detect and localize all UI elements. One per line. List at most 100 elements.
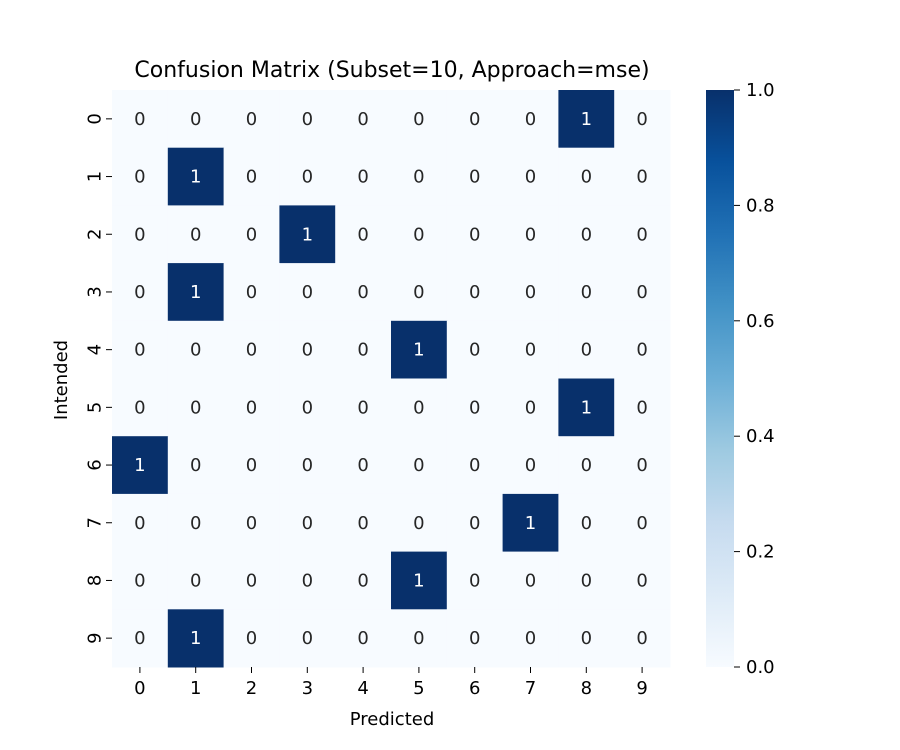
heatmap-cell [167,378,225,437]
cell-value-label: 0 [246,167,257,188]
heatmap-cell [112,551,169,610]
heatmap-cell [112,90,169,149]
heatmap-cell [391,436,448,495]
y-tick-label: 9 [84,632,105,643]
heatmap-cell [223,263,280,322]
x-tick-label: 1 [190,678,201,699]
heatmap-cell [502,320,559,379]
cell-value-label: 0 [469,397,480,418]
cell-value-label: 0 [302,340,313,361]
heatmap-cell [446,493,504,553]
cell-value-label: 0 [636,455,647,476]
x-tick-label: 7 [525,678,536,699]
cell-value-label: 0 [302,628,313,649]
cell-value-label: 0 [525,109,536,130]
y-tick-label: 7 [84,517,105,528]
cell-value-label: 0 [302,167,313,188]
heatmap-cell [446,551,504,610]
heatmap-cell [279,320,336,379]
cell-value-label: 0 [413,513,424,534]
heatmap-cell [112,147,169,206]
heatmap-cell [614,609,671,668]
x-axis-ticks: 0 1 2 3 4 5 6 7 8 9 [134,667,648,699]
heatmap-cell [279,551,336,610]
cell-value-label: 0 [357,282,368,303]
heatmap-cell [112,205,169,264]
cell-value-label: 0 [357,513,368,534]
heatmap-cell [112,609,169,668]
cell-value-label: 0 [413,167,424,188]
heatmap-cell [167,90,225,149]
y-tick-label: 2 [84,229,105,240]
y-tick-label: 4 [84,344,105,355]
cell-value-label: 0 [246,570,257,591]
heatmap-cell [279,205,336,264]
heatmap-cell [558,551,615,610]
cell-value-label: 0 [246,455,257,476]
x-tick-label: 2 [246,678,257,699]
heatmap-cell [335,90,392,149]
y-tick-label: 5 [84,402,105,413]
cell-value-label: 0 [469,570,480,591]
heatmap-cell [279,263,336,322]
cell-value-label: 1 [190,282,201,303]
heatmap-cell [223,205,280,264]
cell-value-label: 0 [469,340,480,361]
cell-value-label: 0 [357,340,368,361]
heatmap-cell [279,90,336,149]
x-tick-label: 4 [357,678,368,699]
cell-value-label: 0 [190,397,201,418]
cell-value-label: 0 [469,224,480,245]
cell-value-label: 0 [636,397,647,418]
heatmap-cell [391,609,448,668]
heatmap-cell [446,147,504,206]
heatmap-cell [614,90,671,149]
cell-value-label: 0 [581,282,592,303]
cell-value-label: 1 [581,397,592,418]
cell-value-label: 0 [190,570,201,591]
cell-value-label: 0 [413,109,424,130]
colorbar-tick-label: 1.0 [746,80,775,101]
heatmap-cell [279,493,336,553]
cell-value-label: 0 [413,282,424,303]
cell-value-label: 0 [469,282,480,303]
heatmap-cell [558,90,615,149]
cell-value-label: 0 [357,167,368,188]
cell-value-label: 0 [246,109,257,130]
cell-value-label: 0 [246,224,257,245]
heatmap-cell [223,320,280,379]
heatmap-cell [614,378,671,437]
y-axis-label: Intended [51,340,72,420]
heatmap-cell [167,609,225,668]
cell-value-label: 0 [525,570,536,591]
heatmap-cell [446,263,504,322]
cell-value-label: 1 [581,109,592,130]
cell-value-label: 0 [134,397,145,418]
cell-value-label: 0 [190,513,201,534]
x-axis-label: Predicted [350,709,435,730]
x-tick-label: 8 [581,678,592,699]
cell-value-label: 0 [190,340,201,361]
x-tick-label: 6 [469,678,480,699]
chart-title: Confusion Matrix (Subset=10, Approach=ms… [134,58,649,83]
cell-value-label: 0 [581,628,592,649]
cell-value-label: 0 [581,340,592,361]
cell-value-label: 0 [302,109,313,130]
cell-value-label: 0 [581,513,592,534]
heatmap-cell [502,205,559,264]
cell-value-label: 0 [357,570,368,591]
heatmap-cell [558,320,615,379]
cell-value-label: 0 [525,455,536,476]
heatmap-cell [223,378,280,437]
heatmap-cell [167,436,225,495]
heatmap-cell [279,609,336,668]
heatmap-cell [167,205,225,264]
cell-value-label: 0 [469,167,480,188]
heatmap-cell [391,147,448,206]
heatmap-cell [558,263,615,322]
heatmap-cell [391,263,448,322]
heatmap-cell [223,90,280,149]
heatmap-cell [335,320,392,379]
cell-value-label: 1 [190,167,201,188]
